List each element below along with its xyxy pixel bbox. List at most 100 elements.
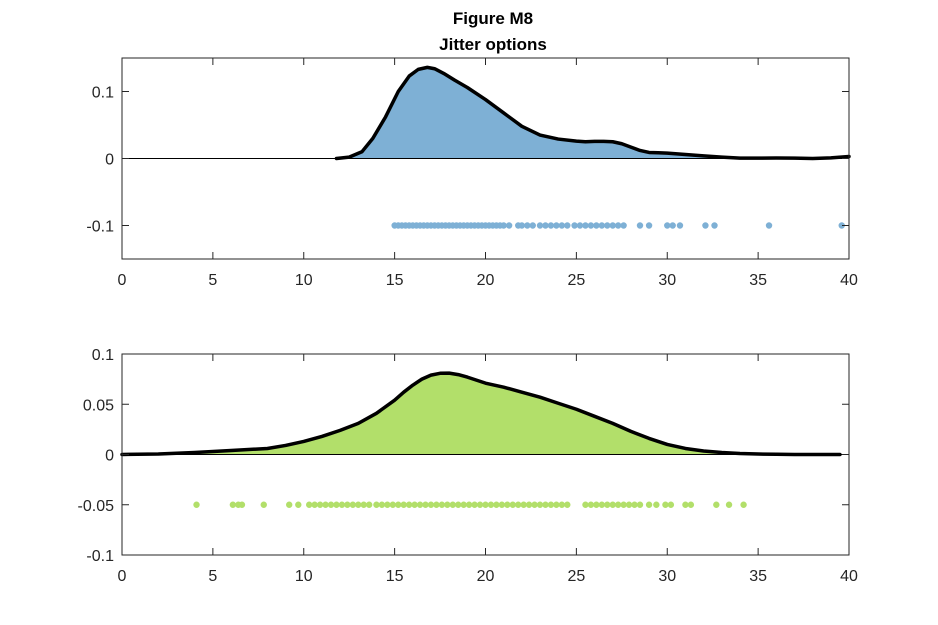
x-tick-label: 20 xyxy=(477,272,495,289)
data-point xyxy=(422,501,429,508)
data-point xyxy=(438,501,446,508)
data-point xyxy=(229,501,237,508)
data-point xyxy=(465,501,473,508)
data-point xyxy=(509,501,516,508)
x-tick-label: 0 xyxy=(118,272,127,289)
y-tick-label: 0.1 xyxy=(92,85,114,102)
data-point xyxy=(553,501,560,508)
data-point xyxy=(515,501,522,508)
data-point xyxy=(614,222,622,229)
data-point xyxy=(645,501,653,508)
x-tick-label: 0 xyxy=(118,568,127,585)
data-point xyxy=(260,501,267,508)
data-point xyxy=(525,501,533,508)
data-point xyxy=(444,501,451,508)
chart-panel-top: 0 5 10 15 20 25 30 35 40 0.1 0 -0.1 xyxy=(86,57,858,289)
data-point xyxy=(395,501,402,508)
chart-panel-bottom: 0 5 10 15 20 25 30 35 40 0.1 0.05 0 -0.05 -0.1 xyxy=(78,347,858,585)
data-point xyxy=(564,222,571,229)
data-point xyxy=(487,501,495,508)
x-tick-label: 10 xyxy=(295,272,313,289)
data-point xyxy=(529,222,536,229)
data-point xyxy=(193,501,200,508)
data-point xyxy=(505,222,513,229)
data-point xyxy=(449,501,456,508)
data-point xyxy=(645,222,653,229)
data-point xyxy=(316,501,324,508)
data-point xyxy=(373,501,380,508)
data-point xyxy=(306,501,313,508)
data-point xyxy=(669,222,676,229)
x-tick-label: 15 xyxy=(386,272,404,289)
data-point xyxy=(593,222,600,229)
data-point xyxy=(614,501,622,508)
data-point xyxy=(662,501,669,508)
x-tick-label: 35 xyxy=(749,568,767,585)
data-point xyxy=(653,501,660,508)
data-point xyxy=(504,501,511,508)
data-point xyxy=(400,501,407,508)
data-point xyxy=(636,501,644,508)
data-point xyxy=(327,501,335,508)
data-point xyxy=(389,501,397,508)
x-tick-label: 5 xyxy=(208,568,217,585)
data-point xyxy=(411,501,418,508)
data-point xyxy=(702,222,709,229)
data-point xyxy=(553,222,560,229)
data-point xyxy=(295,501,302,508)
data-point xyxy=(571,222,578,229)
data-point xyxy=(765,222,773,229)
data-point xyxy=(322,501,329,508)
data-point xyxy=(587,222,595,229)
x-tick-label: 20 xyxy=(477,568,495,585)
data-point xyxy=(460,501,467,508)
data-point xyxy=(687,501,695,508)
data-point xyxy=(542,222,549,229)
data-point xyxy=(667,501,675,508)
data-point xyxy=(365,501,373,508)
data-point xyxy=(598,222,606,229)
x-tick-label: 10 xyxy=(295,568,313,585)
data-point xyxy=(598,501,606,508)
density-line xyxy=(334,65,851,161)
data-point xyxy=(531,501,538,508)
data-point xyxy=(676,222,684,229)
data-point xyxy=(542,501,549,508)
y-tick-label: 0 xyxy=(105,152,114,169)
data-point xyxy=(520,501,527,508)
data-point xyxy=(524,222,531,229)
data-point xyxy=(360,501,367,508)
data-point xyxy=(427,501,435,508)
data-point xyxy=(609,501,616,508)
data-point xyxy=(547,501,555,508)
density-line xyxy=(120,371,842,457)
y-tick-label: -0.1 xyxy=(86,219,114,236)
x-tick-label: 5 xyxy=(208,272,217,289)
data-point xyxy=(576,222,584,229)
data-point xyxy=(536,501,544,508)
data-point xyxy=(498,501,506,508)
data-point xyxy=(564,501,571,508)
data-point xyxy=(238,501,246,508)
figure-title: Figure M8 xyxy=(453,9,533,28)
data-point xyxy=(471,501,478,508)
data-point xyxy=(740,501,747,508)
data-point xyxy=(286,501,293,508)
data-point xyxy=(455,501,462,508)
data-point xyxy=(604,222,611,229)
data-point xyxy=(547,222,555,229)
data-point xyxy=(333,501,340,508)
x-tick-label: 40 xyxy=(840,272,858,289)
data-point xyxy=(482,501,489,508)
data-point xyxy=(378,501,386,508)
y-tick-label: 0.05 xyxy=(83,397,114,414)
data-point xyxy=(558,501,566,508)
data-point xyxy=(536,222,544,229)
y-tick-label: -0.1 xyxy=(86,548,114,565)
data-point xyxy=(636,222,644,229)
data-point xyxy=(625,501,633,508)
data-point xyxy=(500,222,507,229)
data-point xyxy=(711,222,718,229)
y-tick-label: 0 xyxy=(105,448,114,465)
